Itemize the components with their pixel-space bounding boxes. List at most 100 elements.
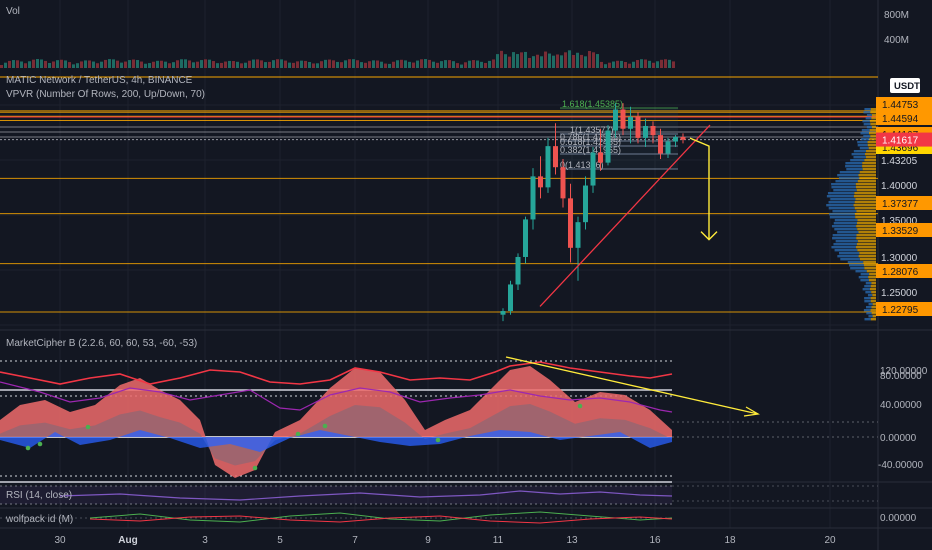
buy-dot xyxy=(25,445,31,451)
volume-bar xyxy=(384,63,387,68)
volume-bar xyxy=(544,51,547,68)
volume-bar xyxy=(200,60,203,68)
vpvr-bar-down xyxy=(870,309,876,312)
volume-bar xyxy=(656,61,659,68)
volume-bar xyxy=(240,63,243,68)
level-badge-text: 1.33529 xyxy=(882,226,919,237)
level-badge-text: 1.37377 xyxy=(882,199,919,210)
volume-bar xyxy=(364,62,367,68)
vpvr-bar-up xyxy=(860,273,870,276)
candle-body xyxy=(605,130,611,163)
price-axis[interactable]: 800M400MUSDT1.433671.432051.400001.35000… xyxy=(876,10,932,524)
vpvr-bar-up xyxy=(850,159,865,162)
buy-dot xyxy=(295,431,301,437)
vpvr-bar-down xyxy=(857,219,876,222)
vol-legend[interactable]: Vol xyxy=(6,6,20,17)
volume-bar xyxy=(456,63,459,68)
marketcipher-legend[interactable]: MarketCipher B (2.2.6, 60, 60, 53, -60, … xyxy=(6,338,198,349)
currency-badge xyxy=(890,78,920,93)
volume-bar xyxy=(396,60,399,68)
buy-dot xyxy=(435,437,441,443)
vpvr-bar-up xyxy=(826,195,854,198)
volume-bar xyxy=(40,59,43,68)
volume-bar xyxy=(352,59,355,68)
volume-bar xyxy=(312,63,315,68)
vpvr-bar-down xyxy=(856,225,876,228)
volume-bar xyxy=(608,62,611,68)
vpvr-bar-down xyxy=(872,294,876,297)
volume-bar xyxy=(276,59,279,68)
candle-body xyxy=(508,284,513,312)
vpvr-bar-down xyxy=(855,246,876,249)
vpvr-bar-up xyxy=(863,123,871,126)
vpvr-bar-down xyxy=(869,120,876,123)
volume-bar xyxy=(264,62,267,68)
rsi-legend[interactable]: RSI (14, close) xyxy=(6,490,73,501)
volume-bar xyxy=(536,54,539,68)
volume-bar xyxy=(44,60,47,68)
vpvr-bar-down xyxy=(871,282,876,285)
volume-bar xyxy=(120,62,123,68)
money-flow-blue xyxy=(0,430,672,452)
candle-body xyxy=(613,109,618,131)
vpvr-bar-down xyxy=(855,198,876,201)
volume-bar xyxy=(448,60,451,68)
volume-bar xyxy=(244,62,247,68)
vpvr-bar-down xyxy=(862,168,876,171)
volume-bar xyxy=(476,60,479,68)
divergence-line xyxy=(505,356,759,415)
vpvr-bar-up xyxy=(851,153,866,156)
volume-bar xyxy=(88,60,91,68)
vpvr-bar-up xyxy=(864,297,871,300)
level-badge xyxy=(876,97,932,111)
wave-purple-line xyxy=(0,381,673,413)
volume-bar xyxy=(48,62,51,68)
vpvr-bar-up xyxy=(834,219,858,222)
vpvr-bar-down xyxy=(856,210,876,213)
vpvr-bar-down xyxy=(857,240,876,243)
volume-bar xyxy=(260,60,263,68)
vpvr-bar-up xyxy=(835,180,858,183)
vpvr-bar-up xyxy=(828,201,855,204)
rsi-line xyxy=(59,490,673,501)
symbol-legend[interactable]: MATIC Network / TetherUS, 4h, BINANCE xyxy=(6,75,193,86)
vpvr-bar-up xyxy=(837,174,859,177)
vpvr-bar-up xyxy=(868,315,873,318)
trendline xyxy=(539,124,711,307)
time-axis[interactable]: 30 Aug 3 5 7 9 11 13 16 18 20 xyxy=(54,535,836,546)
vpvr-profile xyxy=(826,108,876,321)
vpvr-bar-up xyxy=(829,216,856,219)
vpvr-bar-up xyxy=(865,117,872,120)
vpvr-bar-up xyxy=(833,243,857,246)
time-axis-label: 16 xyxy=(649,535,661,546)
wolfpack-legend[interactable]: wolfpack id (M) xyxy=(6,514,74,525)
vpvr-bar-down xyxy=(869,288,876,291)
volume-bar xyxy=(152,61,155,68)
candle-body xyxy=(673,136,678,142)
vpvr-bar-down xyxy=(858,231,876,234)
price-axis-label: 1.30000 xyxy=(881,253,918,264)
volume-axis-label: 400M xyxy=(884,35,909,46)
vpvr-legend[interactable]: VPVR (Number Of Rows, 200, Up/Down, 70) xyxy=(6,89,205,100)
vpvr-bar-up xyxy=(831,186,856,189)
candle-body xyxy=(598,152,603,163)
volume-bar xyxy=(468,60,471,68)
volume-bar xyxy=(576,52,579,68)
volume-bar xyxy=(512,52,515,68)
volume-bar xyxy=(616,60,619,68)
vpvr-bar-up xyxy=(845,165,863,168)
volume-bar xyxy=(204,59,207,68)
candle-body xyxy=(515,256,521,285)
level-badge-text: 1.44594 xyxy=(882,114,919,125)
vpvr-bar-down xyxy=(859,177,876,180)
vpvr-bar-up xyxy=(864,318,871,321)
vpvr-bar-up xyxy=(846,168,863,171)
volume-bar xyxy=(292,62,295,68)
volume-histogram xyxy=(0,50,675,68)
rsi-pane xyxy=(0,485,878,505)
vpvr-bar-down xyxy=(868,276,876,279)
candle-body xyxy=(658,135,663,154)
volume-bar xyxy=(596,54,599,68)
volume-bar xyxy=(140,61,143,68)
